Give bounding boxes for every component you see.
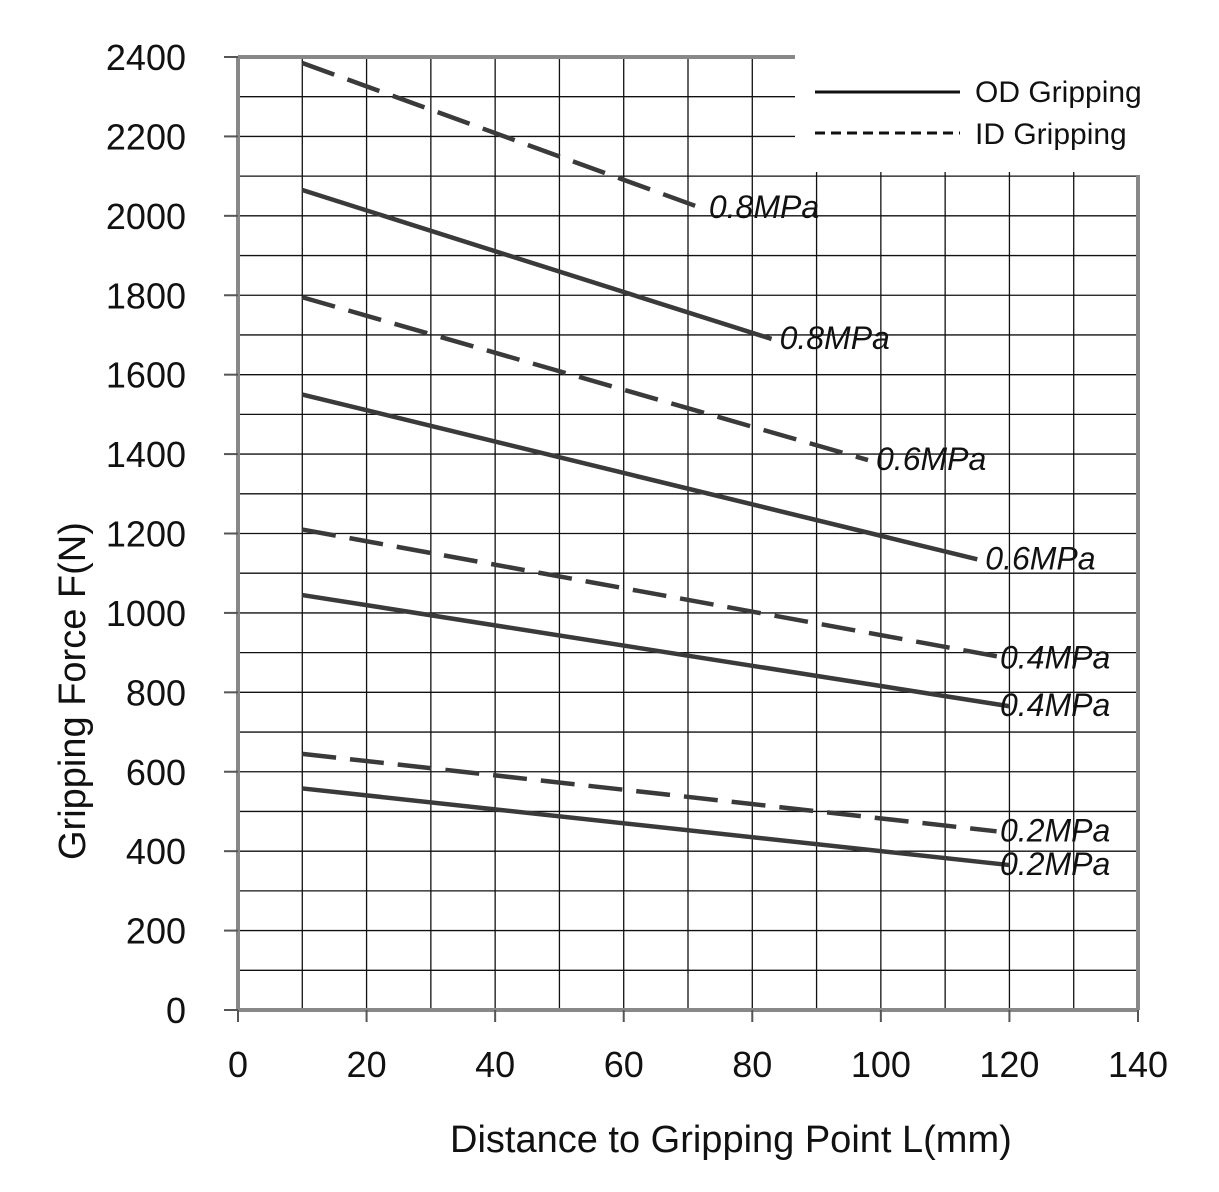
x-tick-label: 20 bbox=[347, 1044, 387, 1085]
series-label: 0.4MPa bbox=[1000, 687, 1110, 723]
series-line bbox=[301, 295, 869, 463]
legend-id-label: ID Gripping bbox=[975, 118, 1127, 151]
grid bbox=[238, 57, 1138, 1010]
y-tick-label: 1400 bbox=[106, 434, 186, 475]
x-tick-label: 120 bbox=[979, 1044, 1039, 1085]
y-tick-label: 2200 bbox=[106, 116, 186, 157]
series-line bbox=[301, 527, 1010, 661]
series-label: 0.4MPa bbox=[1000, 640, 1110, 676]
x-tick-labels: 0 20 40 60 80 100 120 140 bbox=[228, 1044, 1168, 1085]
series-line bbox=[302, 751, 997, 834]
series-line bbox=[301, 392, 978, 562]
series-line bbox=[302, 786, 1010, 868]
series-label: 0.6MPa bbox=[985, 540, 1095, 576]
y-tick-label: 1200 bbox=[106, 514, 186, 555]
x-tick-label: 60 bbox=[604, 1044, 644, 1085]
legend-background bbox=[795, 52, 1140, 172]
plot-frame bbox=[224, 55, 1140, 1022]
x-axis-title: Distance to Gripping Point L(mm) bbox=[450, 1119, 1012, 1161]
series-labels: 0.8MPa 0.8MPa 0.6MPa 0.6MPa 0.4MPa 0.4MPa 0.2M… bbox=[709, 189, 1110, 882]
y-tick-label: 2400 bbox=[106, 37, 186, 78]
series-label: 0.6MPa bbox=[876, 441, 986, 477]
series-label: 0.2MPa bbox=[1000, 846, 1110, 882]
y-axis-title: Gripping Force F(N) bbox=[52, 522, 94, 860]
legend-od-label: OD Gripping bbox=[975, 76, 1142, 109]
x-tick-label: 100 bbox=[851, 1044, 911, 1085]
series-label: 0.8MPa bbox=[780, 320, 890, 356]
y-tick-label: 400 bbox=[126, 831, 186, 872]
y-tick-label: 600 bbox=[126, 752, 186, 793]
y-tick-label: 1600 bbox=[106, 355, 186, 396]
series-label: 0.2MPa bbox=[1000, 812, 1110, 848]
series-lines bbox=[301, 60, 1010, 868]
x-tick-label: 80 bbox=[732, 1044, 772, 1085]
y-tick-label: 200 bbox=[126, 911, 186, 952]
y-tick-label: 1000 bbox=[106, 593, 186, 634]
series-line bbox=[301, 592, 1010, 709]
y-tick-label: 0 bbox=[166, 990, 186, 1031]
x-tick-label: 0 bbox=[228, 1044, 248, 1085]
x-tick-label: 140 bbox=[1108, 1044, 1168, 1085]
y-tick-labels: 0 200 400 600 800 1000 1200 1400 1600 1800 2000 220… bbox=[106, 37, 186, 1031]
y-tick-label: 800 bbox=[126, 672, 186, 713]
series-label: 0.8MPa bbox=[709, 189, 819, 225]
y-tick-label: 2000 bbox=[106, 196, 186, 237]
x-tick-label: 40 bbox=[475, 1044, 515, 1085]
series-line bbox=[301, 60, 702, 211]
series-line bbox=[301, 187, 773, 342]
y-tick-label: 1800 bbox=[106, 275, 186, 316]
